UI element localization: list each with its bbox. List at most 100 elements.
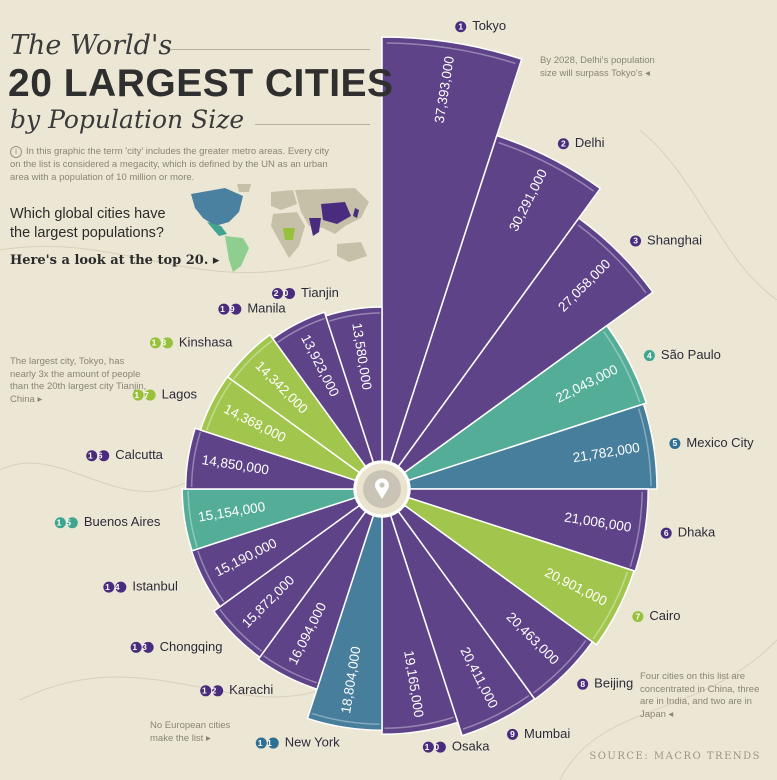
- bar-rim-new-york: [311, 712, 380, 725]
- map-australia: [337, 242, 367, 262]
- rank-label-dhaka: 6: [664, 528, 669, 538]
- rank-digit-bg: [230, 303, 242, 315]
- rank-label-tianjin: 20: [274, 288, 293, 298]
- rank-digit-bg: [507, 728, 519, 740]
- rank-digit-bg: [132, 389, 144, 401]
- location-pin-icon: [375, 478, 389, 499]
- rank-digit-bg: [632, 611, 644, 623]
- question-text: Which global cities have the largest pop…: [10, 206, 166, 241]
- rank-label-istanbul: 14: [105, 582, 124, 592]
- lookat-text: Here's a look at the top 20. ▸: [10, 253, 220, 268]
- bar-rim-osaka: [384, 716, 454, 730]
- rank-label-cairo: 7: [636, 611, 641, 621]
- rank-badge-delhi: 2: [557, 138, 569, 150]
- map-greenland: [237, 184, 251, 192]
- center-hub: [353, 460, 411, 518]
- rank-badge-manila: 19: [218, 303, 242, 315]
- title-rule: [170, 49, 370, 50]
- world-map: [191, 184, 369, 272]
- rank-digit-bg: [98, 450, 110, 462]
- rank-label-chongqing: 13: [132, 642, 151, 652]
- city-label-kinshasa: Kinshasa: [179, 334, 233, 349]
- city-label-new-york: New York: [285, 734, 340, 749]
- title-rule-2: [255, 124, 370, 125]
- city-label-istanbul: Istanbul: [132, 579, 178, 594]
- bar-rim-calcutta: [190, 431, 202, 488]
- rank-digit-bg: [434, 741, 446, 753]
- bar-rim-tokyo: [386, 42, 516, 65]
- title-line-2: 20 LARGEST CITIES: [8, 62, 394, 105]
- rank-label-calcutta: 16: [88, 451, 107, 461]
- city-label-beijing: Beijing: [594, 676, 633, 691]
- bar-rim-dhaka: [629, 491, 643, 568]
- rank-digit-bg: [130, 641, 142, 653]
- map-africa-highlight: [283, 228, 295, 240]
- bar-rim-beijing: [533, 640, 587, 694]
- rank-label-karachi: 12: [202, 686, 221, 696]
- source-credit: SOURCE: MACRO TRENDS: [589, 751, 761, 762]
- rank-badge-new-york: 11: [255, 737, 279, 749]
- rank-digit-bg: [161, 337, 173, 349]
- rank-digit-bg: [54, 517, 66, 529]
- city-label-lagos: Lagos: [162, 386, 198, 401]
- rank-label-shanghai: 3: [633, 236, 638, 246]
- bar-rim-delhi: [498, 141, 595, 192]
- bar-rim-mexico-city: [637, 408, 652, 487]
- rank-label-s-o-paulo: 4: [647, 350, 652, 360]
- bar-rim-shanghai: [577, 224, 647, 294]
- rank-digit-bg: [149, 337, 161, 349]
- city-label-karachi: Karachi: [229, 682, 273, 697]
- rank-digit-bg: [422, 741, 434, 753]
- rank-badge-mumbai: 9: [507, 728, 519, 740]
- rank-digit-bg: [669, 437, 681, 449]
- title-line-3: by Population Size: [10, 105, 245, 134]
- rank-badge-tokyo: 1: [455, 21, 467, 33]
- rank-badge-buenos-aires: 15: [54, 517, 78, 529]
- rank-badge-beijing: 8: [577, 678, 589, 690]
- rank-badge-shanghai: 3: [630, 235, 642, 247]
- note-tokyo: The largest city, Tokyo, has nearly 3x t…: [10, 356, 147, 405]
- rank-label-beijing: 8: [580, 679, 585, 689]
- rank-label-tokyo: 1: [458, 22, 463, 32]
- rank-label-mexico-city: 5: [673, 438, 678, 448]
- note-europe: No European cities make the list ▸: [150, 720, 231, 744]
- rank-digit-bg: [630, 235, 642, 247]
- map-europe: [271, 190, 297, 210]
- note-china: Four cities on this list are concentrate…: [640, 671, 760, 720]
- bar-rim-cairo: [592, 571, 629, 640]
- rank-label-osaka: 10: [425, 742, 444, 752]
- rank-digit-bg: [212, 685, 224, 697]
- map-background-lines: [0, 129, 777, 780]
- rank-label-mumbai: 9: [510, 729, 515, 739]
- rank-badge-istanbul: 14: [103, 581, 127, 593]
- rank-digit-bg: [218, 303, 230, 315]
- city-label-cairo: Cairo: [649, 608, 680, 623]
- rank-digit-bg: [144, 389, 156, 401]
- city-label-mexico-city: Mexico City: [686, 435, 754, 450]
- city-labels-group: 1 Tokyo 2 Delhi 3 Shanghai 4 São Paulo 5 Mexico C…: [54, 18, 754, 754]
- rank-digit-bg: [660, 527, 672, 539]
- rank-badge-osaka: 10: [422, 741, 446, 753]
- map-north-america: [191, 188, 243, 226]
- city-label-s-o-paulo: São Paulo: [661, 347, 721, 362]
- rank-digit-bg: [86, 450, 98, 462]
- rank-badge-calcutta: 16: [86, 450, 110, 462]
- city-label-tianjin: Tianjin: [301, 285, 339, 300]
- rank-label-delhi: 2: [561, 139, 566, 149]
- city-label-calcutta: Calcutta: [115, 447, 163, 462]
- bar-rim-mumbai: [462, 694, 530, 730]
- city-label-delhi: Delhi: [575, 135, 605, 150]
- rank-digit-bg: [200, 685, 212, 697]
- rank-label-kinshasa: 18: [152, 338, 171, 348]
- rank-digit-bg: [272, 287, 284, 299]
- map-south-america: [225, 236, 249, 272]
- rank-digit-bg: [577, 678, 589, 690]
- city-label-dhaka: Dhaka: [678, 525, 716, 540]
- city-label-shanghai: Shanghai: [647, 232, 702, 247]
- info-icon: i: [10, 146, 22, 158]
- note-delhi: By 2028, Delhi's population size will su…: [540, 55, 655, 79]
- intro-text: i In this graphic the term 'city' include…: [10, 146, 330, 183]
- city-label-mumbai: Mumbai: [524, 726, 570, 741]
- rank-badge-mexico-city: 5: [669, 437, 681, 449]
